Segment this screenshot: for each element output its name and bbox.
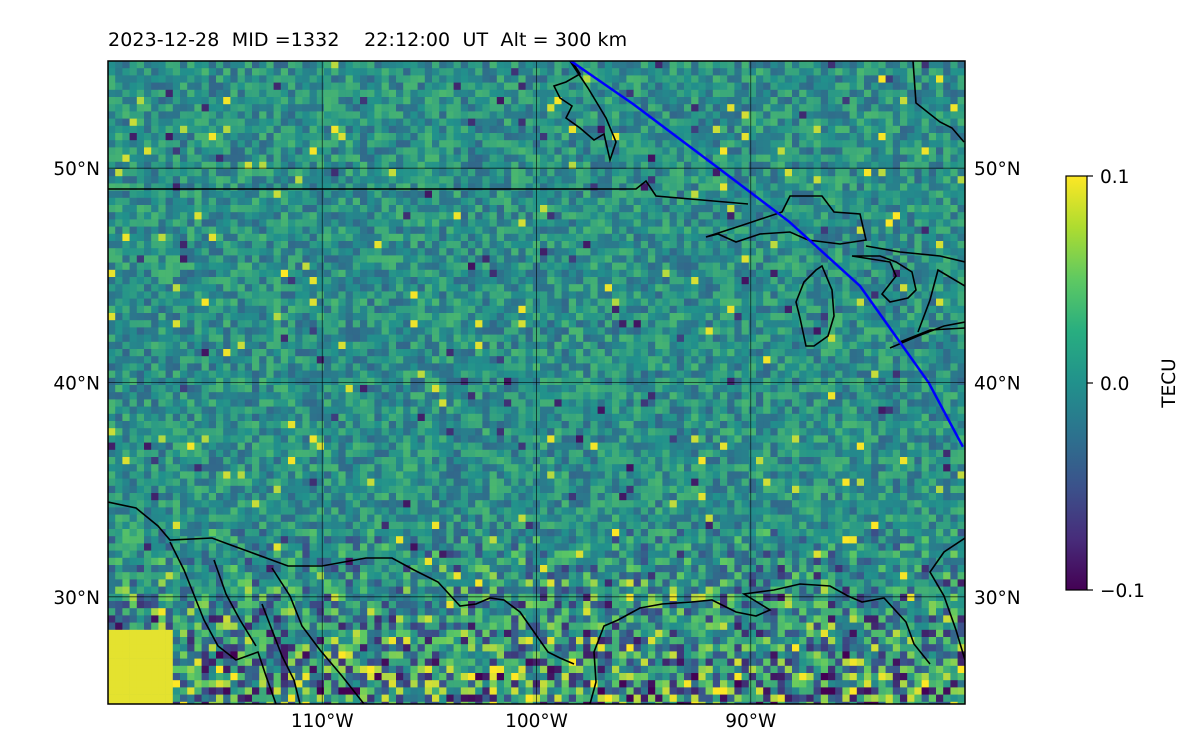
- florida-coast: [929, 537, 965, 661]
- great-lakes-border: [865, 245, 965, 263]
- colorbar-ticks: 0.1 0.0 −0.1: [1087, 167, 1145, 602]
- latitude-label-left: 30°N: [53, 588, 100, 609]
- gulf-coast: [589, 583, 931, 704]
- longitude-label: 110°W: [291, 711, 354, 732]
- colorbar-tick-label: 0.0: [1100, 374, 1129, 395]
- map-gridlines: [108, 61, 965, 704]
- lake-superior: [705, 195, 867, 245]
- tec-map-panel: [107, 60, 966, 705]
- latitude-label-right: 50°N: [974, 159, 1021, 180]
- coastlines-and-borders: [108, 61, 965, 704]
- lake-huron: [851, 255, 917, 303]
- latitude-label-left: 40°N: [53, 374, 100, 395]
- colorbar-gradient: [1066, 176, 1087, 590]
- latitude-labels-left: 50°N 40°N 30°N: [53, 159, 100, 609]
- lake-erie-ontario: [889, 268, 965, 349]
- tec-pixel-field: [108, 61, 965, 704]
- colorbar-label: TECU: [1159, 358, 1180, 408]
- colorbar-tick-label: 0.1: [1100, 167, 1129, 188]
- latitude-labels-right: 50°N 40°N 30°N: [974, 159, 1021, 609]
- longitude-labels: 110°W 100°W 90°W: [291, 711, 776, 732]
- lake-michigan: [795, 264, 835, 347]
- map-frame: [107, 60, 966, 705]
- us-canada-border: [108, 179, 749, 205]
- longitude-label: 90°W: [725, 711, 776, 732]
- baja-coast-2: [213, 559, 365, 704]
- northeast-coast: [912, 61, 965, 143]
- baja-coast-1: [169, 541, 277, 704]
- hudson-bay-coast: [552, 61, 617, 163]
- latitude-label-right: 30°N: [974, 588, 1021, 609]
- colorbar: 0.1 0.0 −0.1 TECU: [1065, 167, 1180, 602]
- longitude-label: 100°W: [505, 711, 568, 732]
- us-mexico-border: [108, 501, 575, 665]
- latitude-label-right: 40°N: [974, 374, 1021, 395]
- colorbar-tick-label: −0.1: [1100, 581, 1145, 602]
- figure-title: 2023-12-28 MID =1332 22:12:00 UT Alt = 3…: [108, 29, 628, 51]
- latitude-label-left: 50°N: [53, 159, 100, 180]
- mexico-mainland-coast: [261, 603, 301, 704]
